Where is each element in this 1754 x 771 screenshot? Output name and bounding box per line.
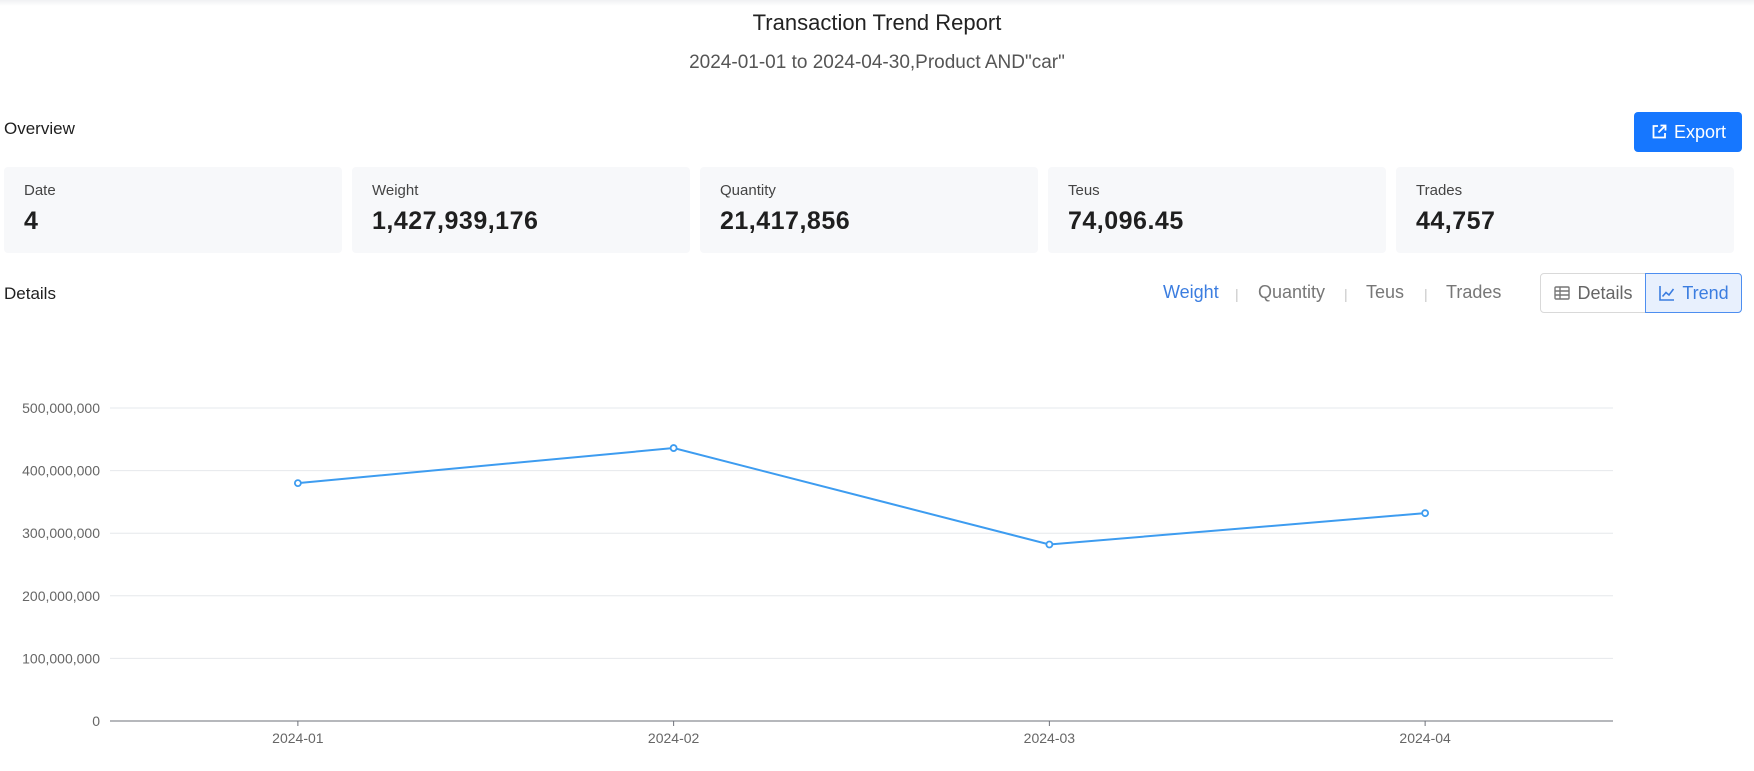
export-label: Export: [1673, 121, 1727, 142]
y-tick-label: 400,000,000: [22, 463, 100, 479]
tab-weight[interactable]: Weight: [1163, 282, 1219, 302]
trend-line-chart: 0 100,000,000 200,000,000 300,000,000 400,00…: [22, 400, 1613, 746]
stat-label: Quantity: [720, 182, 776, 199]
stat-value: 1,427,939,176: [372, 207, 539, 235]
stat-value: 21,417,856: [720, 207, 851, 235]
trend-view-label: Trend: [1682, 282, 1729, 303]
tab-trades[interactable]: Trades: [1446, 282, 1502, 302]
view-toggle: Details Trend: [1540, 273, 1742, 313]
y-tick-label: 0: [92, 713, 100, 729]
stat-card-teus: Teus 74,096.45: [1048, 167, 1386, 253]
stat-card-trades: Trades 44,757: [1396, 167, 1734, 253]
line-chart-icon: [1659, 286, 1675, 301]
series-line: [297, 447, 1426, 546]
tab-separator: |: [1235, 286, 1239, 302]
stat-card-date: Date 4: [4, 167, 342, 253]
stat-value: 74,096.45: [1068, 207, 1184, 235]
overview-heading: Overview: [4, 119, 75, 138]
x-tick-label: 2024-01: [272, 730, 324, 746]
y-tick-label: 100,000,000: [22, 650, 100, 666]
report-title: Transaction Trend Report: [752, 10, 1002, 35]
data-point: [1045, 540, 1054, 549]
stat-value: 44,757: [1416, 207, 1496, 235]
tab-separator: |: [1344, 286, 1348, 302]
report-subtitle: 2024-01-01 to 2024-04-30,Product AND"car…: [689, 52, 1065, 73]
tab-separator: |: [1424, 286, 1428, 302]
top-shadow: [0, 0, 1754, 6]
data-point: [293, 479, 302, 488]
tab-teus[interactable]: Teus: [1366, 282, 1405, 302]
tab-quantity[interactable]: Quantity: [1258, 282, 1326, 302]
stat-value: 4: [24, 207, 39, 235]
stat-label: Teus: [1068, 182, 1100, 199]
stat-card-weight: Weight 1,427,939,176: [352, 167, 690, 253]
y-tick-label: 200,000,000: [22, 588, 100, 604]
x-tick-label: 2024-03: [1024, 730, 1076, 746]
external-link-icon: [1652, 124, 1667, 139]
metric-tabs: Weight | Quantity | Teus | Trades: [1150, 282, 1510, 306]
data-point: [1421, 509, 1430, 518]
stat-label: Weight: [372, 182, 419, 199]
stat-card-quantity: Quantity 21,417,856: [700, 167, 1038, 253]
x-tick-label: 2024-02: [648, 730, 700, 746]
details-heading: Details: [4, 284, 56, 303]
x-tick-label: 2024-04: [1399, 730, 1451, 746]
details-view-label: Details: [1577, 282, 1633, 303]
trend-view-button[interactable]: Trend: [1645, 273, 1742, 313]
table-icon: [1554, 286, 1571, 300]
y-tick-label: 500,000,000: [22, 400, 100, 416]
y-tick-label: 300,000,000: [22, 525, 100, 541]
stat-label: Trades: [1416, 182, 1463, 199]
export-button[interactable]: Export: [1634, 112, 1742, 152]
details-view-button[interactable]: Details: [1540, 273, 1646, 313]
data-point: [669, 444, 678, 452]
stat-label: Date: [24, 182, 56, 199]
